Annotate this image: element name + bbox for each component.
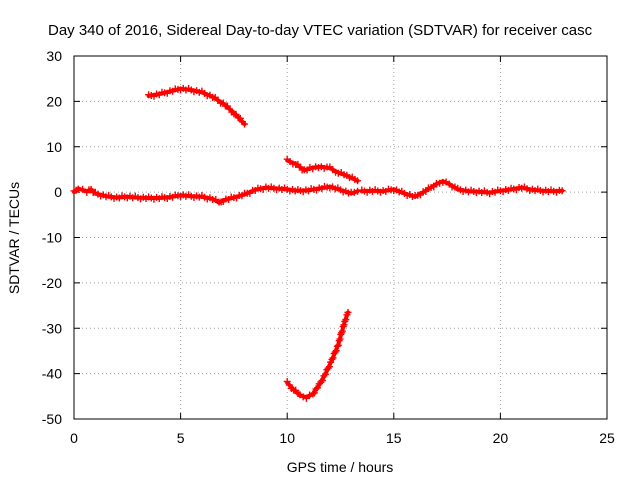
data-point — [328, 355, 336, 363]
data-point — [354, 177, 362, 185]
data-point — [306, 391, 314, 399]
grid — [74, 56, 607, 419]
y-tick-label: 20 — [46, 93, 62, 109]
data-point — [318, 376, 326, 384]
data-point — [332, 347, 340, 355]
data-point — [322, 370, 330, 378]
data-point — [422, 187, 430, 195]
data-point — [310, 389, 318, 397]
data-point — [344, 308, 352, 316]
data-point — [324, 364, 332, 372]
data-point — [302, 394, 310, 402]
data-point — [331, 348, 339, 356]
data-point — [334, 341, 342, 349]
data-point — [436, 179, 444, 187]
data-point — [558, 187, 566, 195]
data-point — [336, 335, 344, 343]
x-tick-label: 20 — [493, 430, 509, 446]
y-tick-label: -40 — [42, 366, 62, 382]
chart-title: Day 340 of 2016, Sidereal Day-to-day VTE… — [48, 22, 593, 39]
y-tick-label: -20 — [42, 275, 62, 291]
data-point — [309, 390, 317, 398]
axis-ticks: 0 5 10 15 20 25 -50 -40 -30 -20 -10 0 10 20 30 — [42, 48, 615, 446]
x-tick-label: 25 — [599, 430, 615, 446]
x-tick-label: 5 — [177, 430, 185, 446]
y-tick-label: 0 — [54, 184, 62, 200]
data-point — [338, 327, 346, 335]
data-point — [325, 363, 333, 371]
series-2 — [145, 84, 249, 128]
y-tick-label: 10 — [46, 139, 62, 155]
x-axis-label: GPS time / hours — [287, 459, 394, 475]
series-1 — [358, 178, 566, 200]
data-point — [299, 393, 307, 401]
data-point — [312, 385, 320, 393]
x-tick-label: 10 — [279, 430, 295, 446]
series-0 — [70, 182, 362, 206]
data-series — [70, 84, 566, 402]
data-point — [241, 120, 249, 128]
series-4 — [283, 308, 352, 402]
data-point — [329, 354, 337, 362]
data-point — [430, 183, 438, 191]
y-tick-label: 30 — [46, 48, 62, 64]
data-point — [79, 185, 87, 193]
x-tick-label: 15 — [386, 430, 402, 446]
series-3 — [283, 155, 362, 185]
data-point — [342, 316, 350, 324]
y-axis-label: SDTVAR / TECUs — [6, 182, 22, 294]
data-point — [350, 188, 358, 196]
data-point — [340, 321, 348, 329]
data-point — [314, 384, 322, 392]
data-point — [333, 342, 341, 350]
y-tick-label: -10 — [42, 230, 62, 246]
y-tick-label: -50 — [42, 411, 62, 427]
x-tick-label: 0 — [70, 430, 78, 446]
y-tick-label: -30 — [42, 320, 62, 336]
